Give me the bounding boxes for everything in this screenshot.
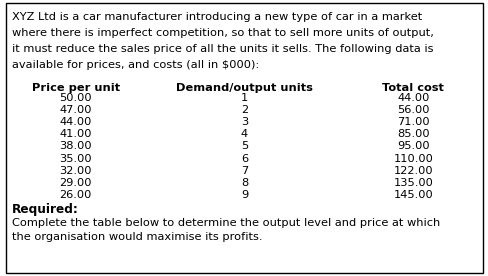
Text: 2: 2: [241, 105, 247, 115]
Text: 110.00: 110.00: [392, 153, 432, 164]
Text: 3: 3: [241, 117, 247, 127]
Text: XYZ Ltd is a car manufacturer introducing a new type of car in a market: XYZ Ltd is a car manufacturer introducin…: [12, 12, 422, 22]
Text: 135.00: 135.00: [392, 178, 432, 188]
Text: 47.00: 47.00: [60, 105, 92, 115]
Text: 44.00: 44.00: [60, 117, 92, 127]
Text: it must reduce the sales price of all the units it sells. The following data is: it must reduce the sales price of all th…: [12, 44, 433, 54]
Text: Price per unit: Price per unit: [32, 83, 120, 92]
Text: 85.00: 85.00: [396, 129, 428, 139]
Text: 95.00: 95.00: [396, 141, 428, 152]
Text: 6: 6: [241, 153, 247, 164]
Text: 38.00: 38.00: [60, 141, 92, 152]
Text: 32.00: 32.00: [60, 166, 92, 176]
Text: 71.00: 71.00: [396, 117, 428, 127]
Text: 8: 8: [241, 178, 247, 188]
Text: 1: 1: [241, 93, 247, 103]
Text: Required:: Required:: [12, 203, 79, 216]
Text: 145.00: 145.00: [392, 190, 432, 200]
Text: 44.00: 44.00: [396, 93, 428, 103]
Text: 122.00: 122.00: [392, 166, 432, 176]
Text: 50.00: 50.00: [60, 93, 92, 103]
Text: 35.00: 35.00: [60, 153, 92, 164]
Text: 7: 7: [241, 166, 247, 176]
Text: 56.00: 56.00: [396, 105, 428, 115]
Text: 4: 4: [241, 129, 247, 139]
Text: the organisation would maximise its profits.: the organisation would maximise its prof…: [12, 232, 262, 243]
Text: available for prices, and costs (all in $000):: available for prices, and costs (all in …: [12, 60, 259, 70]
Text: 29.00: 29.00: [60, 178, 92, 188]
Text: 26.00: 26.00: [60, 190, 92, 200]
Text: Total cost: Total cost: [382, 83, 443, 92]
Text: 5: 5: [241, 141, 247, 152]
Text: 9: 9: [241, 190, 247, 200]
Text: 41.00: 41.00: [60, 129, 92, 139]
Text: where there is imperfect competition, so that to sell more units of output,: where there is imperfect competition, so…: [12, 28, 433, 38]
Text: Complete the table below to determine the output level and price at which: Complete the table below to determine th…: [12, 218, 440, 228]
Text: Demand/output units: Demand/output units: [176, 83, 312, 92]
